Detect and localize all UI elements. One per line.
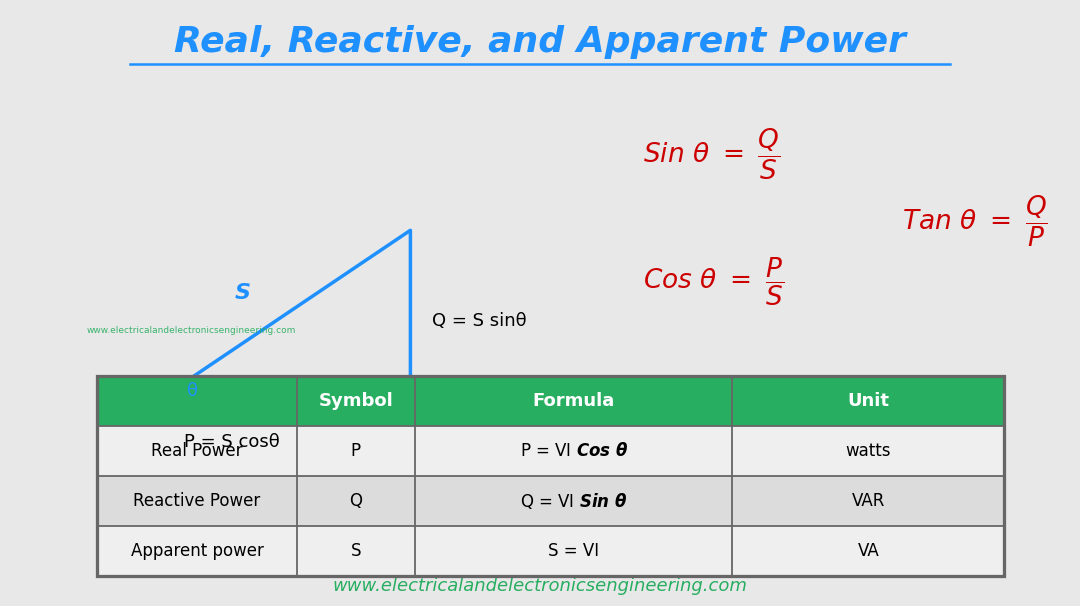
Text: P: P <box>351 442 361 460</box>
Text: www.electricalandelectronicsengineering.com: www.electricalandelectronicsengineering.… <box>333 577 747 595</box>
Text: S = VI: S = VI <box>548 542 599 560</box>
Text: Formula: Formula <box>532 391 615 410</box>
Bar <box>97 425 1004 476</box>
Text: $\mathit{Sin}\ \theta\ =\ \dfrac{Q}{S}$: $\mathit{Sin}\ \theta\ =\ \dfrac{Q}{S}$ <box>643 127 781 182</box>
Text: Unit: Unit <box>848 391 889 410</box>
Text: watts: watts <box>846 442 891 460</box>
Text: $\mathit{Cos}\ \theta\ =\ \dfrac{P}{S}$: $\mathit{Cos}\ \theta\ =\ \dfrac{P}{S}$ <box>643 256 784 308</box>
Text: www.electricalandelectronicsengineering.com: www.electricalandelectronicsengineering.… <box>86 326 296 335</box>
Text: VAR: VAR <box>852 491 885 510</box>
Bar <box>97 376 1004 576</box>
Text: $\mathit{Tan}\ \theta\ =\ \dfrac{Q}{P}$: $\mathit{Tan}\ \theta\ =\ \dfrac{Q}{P}$ <box>902 193 1048 249</box>
Text: VA: VA <box>858 542 879 560</box>
Text: Apparent power: Apparent power <box>131 542 264 560</box>
Text: Symbol: Symbol <box>319 391 393 410</box>
Text: Real, Reactive, and Apparent Power: Real, Reactive, and Apparent Power <box>174 25 906 59</box>
Text: P = VI $\bfit{Cos}\ \bfit{\theta}$: P = VI $\bfit{Cos}\ \bfit{\theta}$ <box>519 442 627 460</box>
Text: Q = S sinθ: Q = S sinθ <box>432 312 527 330</box>
Text: P = S cosθ: P = S cosθ <box>185 433 280 451</box>
Text: Q = VI $\bfit{Sin}\ \bfit{\theta}$: Q = VI $\bfit{Sin}\ \bfit{\theta}$ <box>519 491 627 511</box>
Text: S: S <box>351 542 361 560</box>
Text: Real Power: Real Power <box>151 442 243 460</box>
Bar <box>97 525 1004 576</box>
Text: S: S <box>235 283 251 303</box>
Bar <box>97 476 1004 525</box>
Text: θ: θ <box>187 382 198 400</box>
Bar <box>97 376 1004 425</box>
Text: Q: Q <box>349 491 362 510</box>
Text: Reactive Power: Reactive Power <box>133 491 260 510</box>
